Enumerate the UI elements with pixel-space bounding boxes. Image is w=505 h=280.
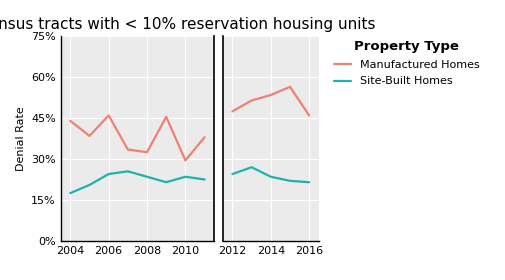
Line: Manufactured Homes: Manufactured Homes <box>232 87 309 115</box>
Y-axis label: Denial Rate: Denial Rate <box>16 106 26 171</box>
Manufactured Homes <box>286 85 292 88</box>
Site-Built Homes <box>267 175 273 178</box>
Site-Built Homes <box>306 181 312 184</box>
Legend: Manufactured Homes, Site-Built Homes: Manufactured Homes, Site-Built Homes <box>331 38 481 89</box>
Text: Census tracts with < 10% reservation housing units: Census tracts with < 10% reservation hou… <box>0 17 375 32</box>
Site-Built Homes <box>248 165 254 169</box>
Manufactured Homes <box>306 114 312 117</box>
Line: Site-Built Homes: Site-Built Homes <box>232 167 309 182</box>
Site-Built Homes <box>286 179 292 183</box>
Manufactured Homes <box>248 99 254 102</box>
Manufactured Homes <box>229 110 235 113</box>
Manufactured Homes <box>267 93 273 97</box>
Site-Built Homes <box>229 172 235 176</box>
